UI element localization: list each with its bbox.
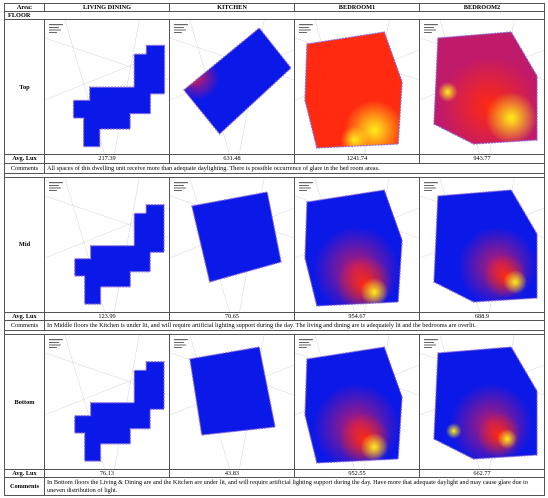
daylight-floorplan-map — [170, 177, 294, 312]
floor-name-mid: Mid — [4, 176, 45, 313]
daylight-floorplan-map — [295, 177, 419, 312]
avg-lux-value-top-bedroom1: 1241.74 — [294, 154, 420, 164]
mid-avg-lux-row: Avg. Lux 123.99 70.65 954.67 688.9 — [4, 311, 545, 322]
floor-label: FLOOR — [4, 11, 545, 21]
comments-label: Comments — [4, 477, 45, 496]
avg-lux-value-bottom-bedroom2: 662.77 — [419, 469, 545, 479]
daylight-map-top-bedroom2 — [419, 19, 545, 156]
comment-text-mid: In Middle floors the Kitchen is under li… — [44, 320, 545, 332]
area-label: Area: — [16, 4, 33, 11]
daylight-map-mid-living-dining — [44, 176, 170, 313]
top-comments-row: Comments All spaces of this dwelling unit… — [4, 162, 545, 174]
daylight-map-bottom-living-dining — [44, 334, 170, 471]
daylight-floorplan-map — [295, 20, 419, 155]
floor-name-bottom: Bottom — [4, 334, 45, 471]
daylight-map-top-bedroom1 — [294, 19, 420, 156]
daylight-map-bottom-bedroom1 — [294, 334, 420, 471]
avg-lux-label: Avg. Lux — [4, 311, 45, 322]
avg-lux-label: Avg. Lux — [4, 469, 45, 479]
daylight-map-bottom-bedroom2 — [419, 334, 545, 471]
daylight-map-mid-kitchen — [169, 176, 295, 313]
comment-text-top: All spaces of this dwelling unit receive… — [44, 162, 545, 174]
daylight-floorplan-map — [170, 20, 294, 155]
avg-lux-value-mid-bedroom2: 688.9 — [419, 311, 545, 322]
avg-lux-value-bottom-kitchen: 43.83 — [169, 469, 295, 479]
column-header-bedroom1: BEDROOM1 — [294, 2, 420, 13]
floor-name-top: Top — [4, 19, 45, 156]
avg-lux-value-top-living-dining: 217.39 — [44, 154, 170, 164]
comments-label: Comments — [4, 320, 45, 332]
floor-label-row: FLOOR — [4, 11, 545, 21]
mid-floor-image-row: Mid — [4, 176, 545, 313]
bottom-avg-lux-row: Avg. Lux 76.13 43.83 952.55 662.77 — [4, 469, 545, 479]
column-header-living-dining: LIVING DINING — [44, 2, 170, 13]
daylight-map-mid-bedroom2 — [419, 176, 545, 313]
avg-lux-value-top-bedroom2: 943.77 — [419, 154, 545, 164]
bottom-comments-row: Comments In Bottom floors the Living & Di… — [4, 477, 545, 496]
daylight-map-bottom-kitchen — [169, 334, 295, 471]
bottom-floor-image-row: Bottom — [4, 334, 545, 471]
avg-lux-label: Avg. Lux — [4, 154, 45, 164]
daylight-floorplan-map — [295, 335, 419, 470]
avg-lux-value-bottom-bedroom1: 952.55 — [294, 469, 420, 479]
avg-lux-value-mid-kitchen: 70.65 — [169, 311, 295, 322]
column-header-bedroom2: BEDROOM2 — [419, 2, 545, 13]
daylight-floorplan-map — [420, 335, 544, 470]
avg-lux-value-mid-bedroom1: 954.67 — [294, 311, 420, 322]
daylight-map-mid-bedroom1 — [294, 176, 420, 313]
mid-comments-row: Comments In Middle floors the Kitchen is … — [4, 320, 545, 332]
daylight-map-top-kitchen — [169, 19, 295, 156]
daylight-floorplan-map — [45, 335, 169, 470]
top-avg-lux-row: Avg. Lux 217.39 631.48 1241.74 943.77 — [4, 154, 545, 164]
avg-lux-value-bottom-living-dining: 76.13 — [44, 469, 170, 479]
avg-lux-value-top-kitchen: 631.48 — [169, 154, 295, 164]
daylight-floorplan-map — [420, 177, 544, 312]
avg-lux-value-mid-living-dining: 123.99 — [44, 311, 170, 322]
top-floor-image-row: Top — [4, 19, 545, 156]
area-floor-header: Area: — [4, 2, 45, 13]
comments-label: Comments — [4, 162, 45, 174]
daylight-analysis-table: Area: LIVING DINING KITCHEN BEDROOM1 BED… — [4, 2, 545, 496]
daylight-floorplan-map — [170, 335, 294, 470]
header-row: Area: LIVING DINING KITCHEN BEDROOM1 BED… — [4, 2, 545, 13]
daylight-floorplan-map — [45, 20, 169, 155]
daylight-map-top-living-dining — [44, 19, 170, 156]
column-header-kitchen: KITCHEN — [169, 2, 295, 13]
comment-text-bottom: In Bottom floors the Living & Dining are… — [44, 477, 545, 496]
daylight-floorplan-map — [45, 177, 169, 312]
daylight-floorplan-map — [420, 20, 544, 155]
